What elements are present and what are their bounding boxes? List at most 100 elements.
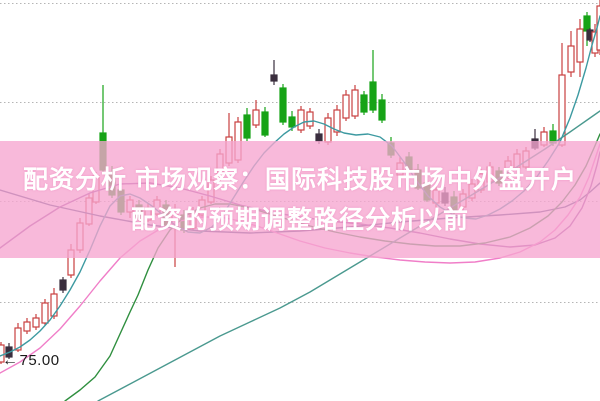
candle: [67, 244, 75, 278]
candle: [315, 129, 323, 144]
candle: [153, 196, 161, 216]
candle: [297, 106, 305, 133]
candle: [531, 129, 539, 150]
candle: [234, 117, 242, 163]
candle: [360, 91, 368, 115]
candle-body: [207, 179, 215, 203]
candle: [85, 194, 93, 226]
candle-body: [450, 196, 458, 211]
candle-body: [441, 192, 449, 204]
candle-body: [99, 132, 107, 171]
candle-body: [360, 94, 368, 113]
price-annotation-value: 75.00: [19, 352, 60, 369]
candle-body: [92, 175, 100, 203]
candle: [450, 191, 458, 228]
candle: [504, 156, 512, 179]
candle: [576, 19, 584, 77]
candle-body: [23, 321, 31, 332]
candle: [76, 218, 84, 253]
candle: [14, 323, 22, 352]
candle-body: [14, 327, 22, 351]
candle: [324, 113, 332, 145]
candle-body: [234, 121, 242, 161]
candle: [32, 314, 40, 330]
candle-body: [85, 197, 93, 225]
ma-green-line: [64, 133, 600, 401]
candle-body: [576, 28, 584, 63]
candle-body: [396, 162, 404, 176]
candle-body: [126, 199, 134, 213]
candle: [225, 113, 233, 166]
candle-body: [531, 138, 539, 149]
candle-body: [59, 279, 67, 291]
candle-body: [270, 74, 278, 82]
left-arrow-icon: ←: [2, 351, 19, 369]
candle-body: [50, 293, 58, 317]
price-annotation: ← 75.00: [2, 352, 60, 369]
candle-body: [243, 114, 251, 139]
candle-body: [333, 109, 341, 133]
candle: [171, 204, 179, 267]
candle-body: [261, 111, 269, 136]
candle-body: [108, 171, 116, 196]
candle: [108, 166, 116, 198]
candle: [522, 147, 530, 169]
candle: [252, 100, 260, 128]
candle-body: [297, 109, 305, 131]
candle: [306, 108, 314, 129]
candle: [351, 85, 359, 119]
candle-body: [144, 207, 152, 221]
candle-body: [67, 249, 75, 276]
candle: [583, 12, 591, 46]
candle: [99, 85, 107, 172]
candle: [342, 90, 350, 121]
ma-magenta-line: [0, 143, 600, 374]
candle: [135, 200, 143, 221]
candles: [0, 0, 600, 364]
candle-body: [216, 153, 224, 179]
candle-body: [405, 156, 413, 171]
candle: [117, 186, 125, 215]
candle-body: [306, 111, 314, 127]
candle-body: [583, 15, 591, 32]
candle-body: [324, 117, 332, 143]
candle-body: [135, 204, 143, 219]
candle: [567, 31, 575, 77]
candle: [486, 162, 494, 185]
candle: [144, 203, 152, 222]
candle-body: [0, 344, 5, 363]
candle: [216, 149, 224, 181]
candle-body: [162, 204, 170, 226]
candle-body: [32, 317, 40, 328]
candle: [0, 342, 5, 364]
ma-teal-fast-line: [0, 15, 600, 357]
candle-body: [189, 211, 197, 229]
candle-body: [279, 87, 287, 123]
candle-body: [540, 131, 548, 146]
candle: [261, 107, 269, 137]
candle-body: [41, 302, 49, 324]
candle-body: [252, 109, 260, 126]
candle: [243, 108, 251, 141]
candle-body: [558, 74, 566, 146]
candle-body: [342, 94, 350, 119]
candle: [279, 84, 287, 125]
candle: [468, 179, 476, 201]
candle: [207, 176, 215, 204]
gridlines: [0, 3, 600, 303]
candle: [23, 318, 31, 334]
candle-body: [486, 166, 494, 183]
candle: [41, 299, 49, 325]
candle: [540, 127, 548, 147]
candle-body: [225, 136, 233, 164]
candle: [369, 50, 377, 113]
candle-body: [549, 130, 557, 144]
candle-body: [76, 222, 84, 251]
candle-body: [288, 116, 296, 128]
candle: [270, 60, 278, 85]
candle: [378, 94, 386, 123]
candle-body: [315, 133, 323, 142]
candle: [441, 187, 449, 206]
